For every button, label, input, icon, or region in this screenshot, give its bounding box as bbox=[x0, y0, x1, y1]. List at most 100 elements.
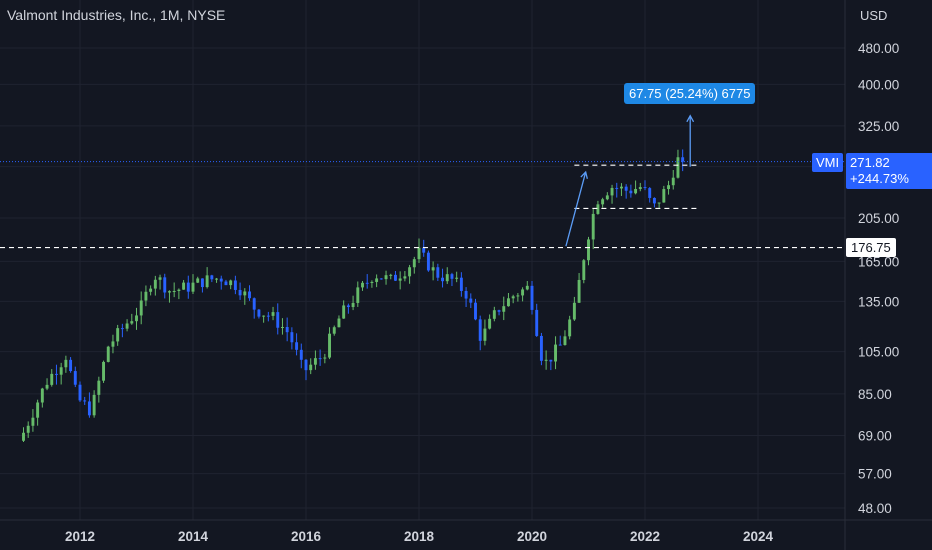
candle-body bbox=[233, 280, 237, 290]
candle-body bbox=[497, 310, 501, 312]
candle-body bbox=[417, 247, 421, 260]
candle-body bbox=[426, 252, 430, 271]
candle-body bbox=[638, 187, 642, 189]
candle-body bbox=[83, 400, 87, 402]
candle-body bbox=[445, 274, 449, 282]
price-axis[interactable]: 480.00 400.00 325.00 205.00 165.00 135.00 105.… bbox=[858, 41, 899, 516]
candle-body bbox=[219, 278, 223, 282]
last-price-value: 271.82 bbox=[850, 155, 890, 170]
candle-body bbox=[54, 373, 58, 375]
candle-body bbox=[130, 321, 134, 324]
symbol-tag-text: VMI bbox=[816, 155, 840, 170]
candle-body bbox=[488, 318, 492, 329]
candle-body bbox=[87, 401, 91, 416]
candle-body bbox=[563, 336, 567, 346]
candle-body bbox=[539, 335, 543, 361]
candle-body bbox=[92, 394, 96, 416]
candle-body bbox=[149, 288, 153, 292]
candle-body bbox=[346, 305, 350, 308]
candle-body bbox=[111, 341, 115, 347]
candle-body bbox=[139, 300, 143, 316]
candle-body bbox=[135, 315, 138, 322]
chart-title: Valmont Industries, Inc., 1M, NYSE bbox=[7, 7, 226, 23]
candle-body bbox=[375, 278, 379, 282]
candle-body bbox=[431, 267, 435, 271]
candle-body bbox=[389, 274, 393, 276]
candle-body bbox=[671, 177, 675, 186]
candle-body bbox=[403, 276, 407, 279]
measure-label[interactable]: 67.75 (25.24%) 6775 bbox=[624, 83, 756, 104]
candle-body bbox=[516, 295, 520, 297]
candle-body bbox=[558, 344, 562, 346]
projection-arrow-left-head bbox=[580, 170, 588, 179]
y-tick-label: 69.00 bbox=[858, 429, 892, 444]
candle-body bbox=[26, 425, 30, 433]
candle-body bbox=[266, 315, 270, 317]
candle-body bbox=[619, 186, 623, 189]
candle-body bbox=[177, 289, 181, 292]
candle-body bbox=[582, 260, 586, 280]
candle-body bbox=[393, 274, 397, 281]
candle-body bbox=[361, 282, 364, 288]
time-axis[interactable]: 2012 2014 2016 2018 2020 2022 2024 bbox=[65, 529, 774, 544]
candle-body bbox=[342, 305, 346, 319]
x-tick-label: 2016 bbox=[291, 529, 322, 544]
candle-body bbox=[337, 318, 341, 328]
candle-body bbox=[40, 388, 44, 403]
hline-price-text: 176.75 bbox=[851, 240, 891, 255]
y-tick-label: 325.00 bbox=[858, 119, 899, 134]
symbol-tag: VMI bbox=[812, 153, 844, 172]
candle-body bbox=[22, 432, 25, 441]
drawing-overlay bbox=[0, 114, 845, 249]
candles bbox=[22, 149, 685, 442]
candle-body bbox=[615, 187, 619, 189]
candle-body bbox=[422, 247, 426, 253]
candle-body bbox=[379, 278, 383, 280]
candle-body bbox=[662, 189, 666, 203]
last-price-label: 271.82 +244.73% bbox=[846, 153, 932, 189]
candle-body bbox=[229, 280, 233, 286]
candle-body bbox=[554, 344, 558, 362]
candle-body bbox=[591, 213, 595, 240]
candle-body bbox=[252, 298, 256, 310]
candle-body bbox=[304, 359, 308, 371]
candle-body bbox=[45, 384, 49, 389]
candle-body bbox=[408, 267, 412, 277]
candle-body bbox=[356, 287, 360, 303]
candle-body bbox=[530, 285, 534, 310]
candle-body bbox=[120, 328, 124, 330]
candle-body bbox=[64, 359, 68, 368]
candle-body bbox=[506, 298, 510, 307]
candle-body bbox=[502, 306, 506, 312]
candle-body bbox=[262, 315, 266, 317]
x-tick-label: 2018 bbox=[404, 529, 435, 544]
candle-body bbox=[587, 239, 590, 261]
candle-body bbox=[102, 361, 106, 381]
candle-body bbox=[59, 367, 63, 375]
candle-body bbox=[290, 332, 294, 343]
candle-body bbox=[224, 281, 228, 286]
candle-body bbox=[210, 275, 214, 280]
candle-body bbox=[483, 328, 487, 341]
candle-body bbox=[398, 278, 402, 281]
candle-body bbox=[285, 326, 289, 333]
candle-body bbox=[610, 187, 614, 196]
candle-body bbox=[313, 358, 317, 365]
candle-body bbox=[238, 289, 242, 296]
x-tick-label: 2012 bbox=[65, 529, 95, 544]
candle-body bbox=[469, 298, 473, 303]
candle-body bbox=[215, 278, 219, 280]
candle-body bbox=[50, 373, 54, 385]
candle-body bbox=[535, 309, 539, 336]
candle-body bbox=[191, 282, 195, 292]
candle-body bbox=[568, 319, 572, 337]
candle-body bbox=[412, 259, 416, 268]
y-tick-label: 85.00 bbox=[858, 387, 892, 402]
candle-body bbox=[596, 204, 600, 214]
candle-body bbox=[97, 380, 101, 395]
x-tick-label: 2014 bbox=[178, 529, 209, 544]
candle-body bbox=[634, 188, 638, 194]
candle-body bbox=[384, 275, 388, 280]
